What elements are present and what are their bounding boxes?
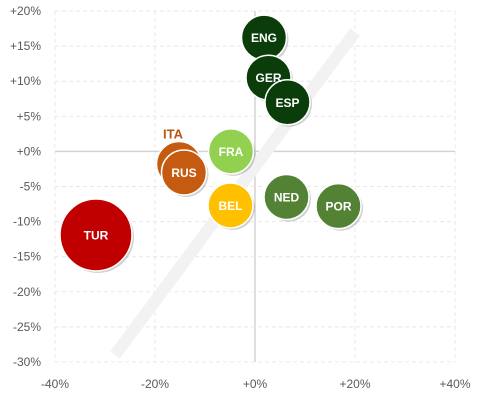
y-tick-label: -25% — [13, 320, 41, 334]
bubble-eng[interactable] — [240, 14, 289, 63]
bubble-circle-esp — [264, 79, 311, 126]
bubble-esp[interactable] — [264, 79, 312, 127]
y-tick-label: -15% — [13, 250, 41, 264]
bubble-label-fra: FRA — [219, 145, 244, 159]
x-tick-label: +40% — [439, 377, 470, 391]
y-tick-label: +20% — [10, 4, 41, 18]
bubble-label-ned: NED — [274, 191, 300, 205]
x-tick-label: +20% — [339, 377, 370, 391]
bubble-circle-tur — [59, 198, 133, 272]
y-tick-label: +10% — [10, 74, 41, 88]
x-tick-label: +0% — [243, 377, 268, 391]
bubble-circle-bel — [207, 182, 254, 229]
bubble-circle-fra — [207, 128, 255, 175]
bubble-rus[interactable] — [160, 149, 209, 197]
bubble-tur[interactable] — [59, 198, 134, 273]
y-tick-label: -30% — [13, 355, 41, 369]
bubble-fra[interactable] — [207, 128, 256, 176]
bubble-label-bel: BEL — [219, 199, 243, 213]
bubble-ned[interactable] — [263, 173, 311, 222]
bubble-label-ger: GER — [255, 71, 281, 85]
y-tick-label: +5% — [17, 109, 42, 123]
axis-layer: -40% -20% +0% +20% +40% +20% +15% +10% +5% +0% -5%… — [10, 4, 471, 391]
bubble-label-ita: ITA — [163, 127, 184, 142]
bubble-circle-rus — [160, 149, 208, 196]
y-tick-label: +15% — [10, 39, 41, 53]
label-layer: ENG GER ESP FRA ITA RUS NED POR BEL TUR — [84, 31, 352, 242]
x-tick-label: -20% — [141, 377, 169, 391]
bubble-label-por: POR — [325, 200, 351, 214]
y-tick-label: -20% — [13, 285, 41, 299]
bubble-label-eng: ENG — [251, 31, 277, 45]
bubble-bel[interactable] — [207, 182, 255, 230]
y-tick-label: +0% — [17, 144, 42, 158]
bubble-circle-por — [315, 182, 362, 230]
x-tick-label: -40% — [41, 377, 69, 391]
bubble-por[interactable] — [315, 182, 363, 231]
bubble-layer — [59, 14, 363, 273]
bubble-circle-ned — [263, 173, 310, 221]
y-tick-label: -10% — [13, 215, 41, 229]
bubble-label-tur: TUR — [84, 228, 109, 242]
bubble-label-esp: ESP — [275, 96, 299, 110]
bubble-label-rus: RUS — [171, 166, 196, 180]
y-tick-label: -5% — [20, 180, 42, 194]
